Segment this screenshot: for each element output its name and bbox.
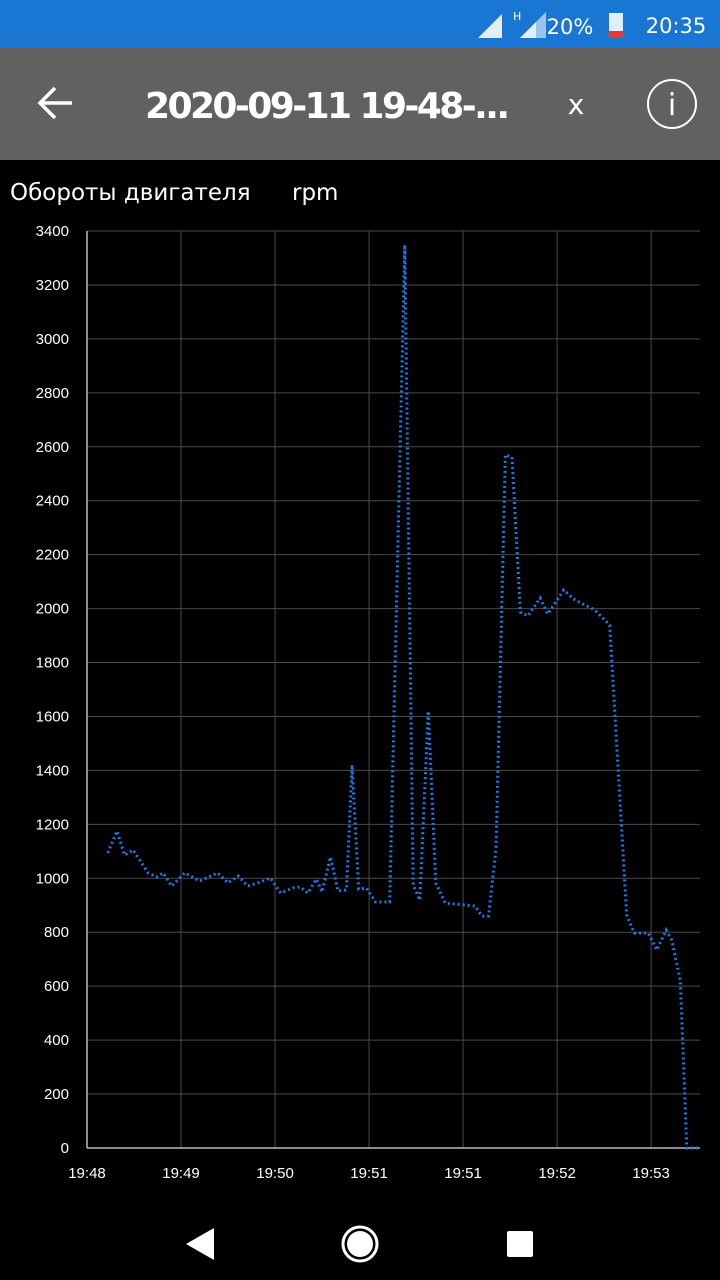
info-icon[interactable]: i: [668, 88, 676, 123]
y-tick-label: 2000: [36, 601, 69, 618]
chart-unit: rpm: [292, 180, 338, 206]
y-tick-label: 3200: [36, 277, 69, 294]
chart-title: Обороты двигателя: [10, 180, 251, 206]
app-bar: [0, 48, 720, 160]
x-tick-label: 19:53: [632, 1165, 670, 1182]
battery-percent: 20%: [547, 15, 594, 39]
x-tick-label: 19:51: [444, 1165, 482, 1182]
y-tick-label: 3000: [36, 331, 69, 348]
clock: 20:35: [646, 14, 707, 38]
y-tick-label: 2600: [36, 439, 69, 456]
signal-level: [520, 22, 536, 38]
nav-home[interactable]: [341, 1225, 379, 1263]
y-tick-label: 2800: [36, 385, 69, 402]
battery-level: [609, 31, 623, 38]
y-tick-label: 2200: [36, 547, 69, 564]
x-tick-label: 19:52: [538, 1165, 576, 1182]
back-button[interactable]: [37, 86, 72, 120]
y-tick-label: 2400: [36, 493, 69, 510]
data-line: [106, 244, 699, 1150]
x-tick-label: 19:51: [350, 1165, 388, 1182]
x-tick-label: 19:48: [68, 1165, 106, 1182]
y-tick-label: 1000: [36, 870, 69, 887]
info-button[interactable]: [647, 79, 697, 129]
y-tick-label: 1400: [36, 762, 69, 779]
nav-recent[interactable]: [507, 1231, 533, 1257]
y-tick-label: 200: [44, 1086, 69, 1103]
x-tick-label: 19:50: [256, 1165, 294, 1182]
y-tick-label: 1200: [36, 816, 69, 833]
app-title: 2020-09-11 19-48-...: [145, 86, 510, 127]
y-tick-label: 1800: [36, 655, 69, 672]
y-tick-label: 0: [61, 1140, 69, 1157]
nav-home-inner[interactable]: [347, 1231, 373, 1257]
y-tick-label: 1600: [36, 708, 69, 725]
network-type: H: [513, 10, 521, 23]
chart: 0 200 400 600 800 1000 1200 1400 1600 1800 2000 220…: [36, 223, 700, 1182]
nav-back[interactable]: [186, 1228, 214, 1260]
wifi-icon: [478, 14, 502, 38]
close-button[interactable]: x: [568, 88, 585, 121]
y-tick-label: 600: [44, 978, 69, 995]
y-tick-label: 400: [44, 1032, 69, 1049]
y-tick-label: 3400: [36, 223, 69, 240]
y-tick-label: 800: [44, 924, 69, 941]
status-bar: [0, 0, 720, 48]
x-tick-label: 19:49: [162, 1165, 200, 1182]
